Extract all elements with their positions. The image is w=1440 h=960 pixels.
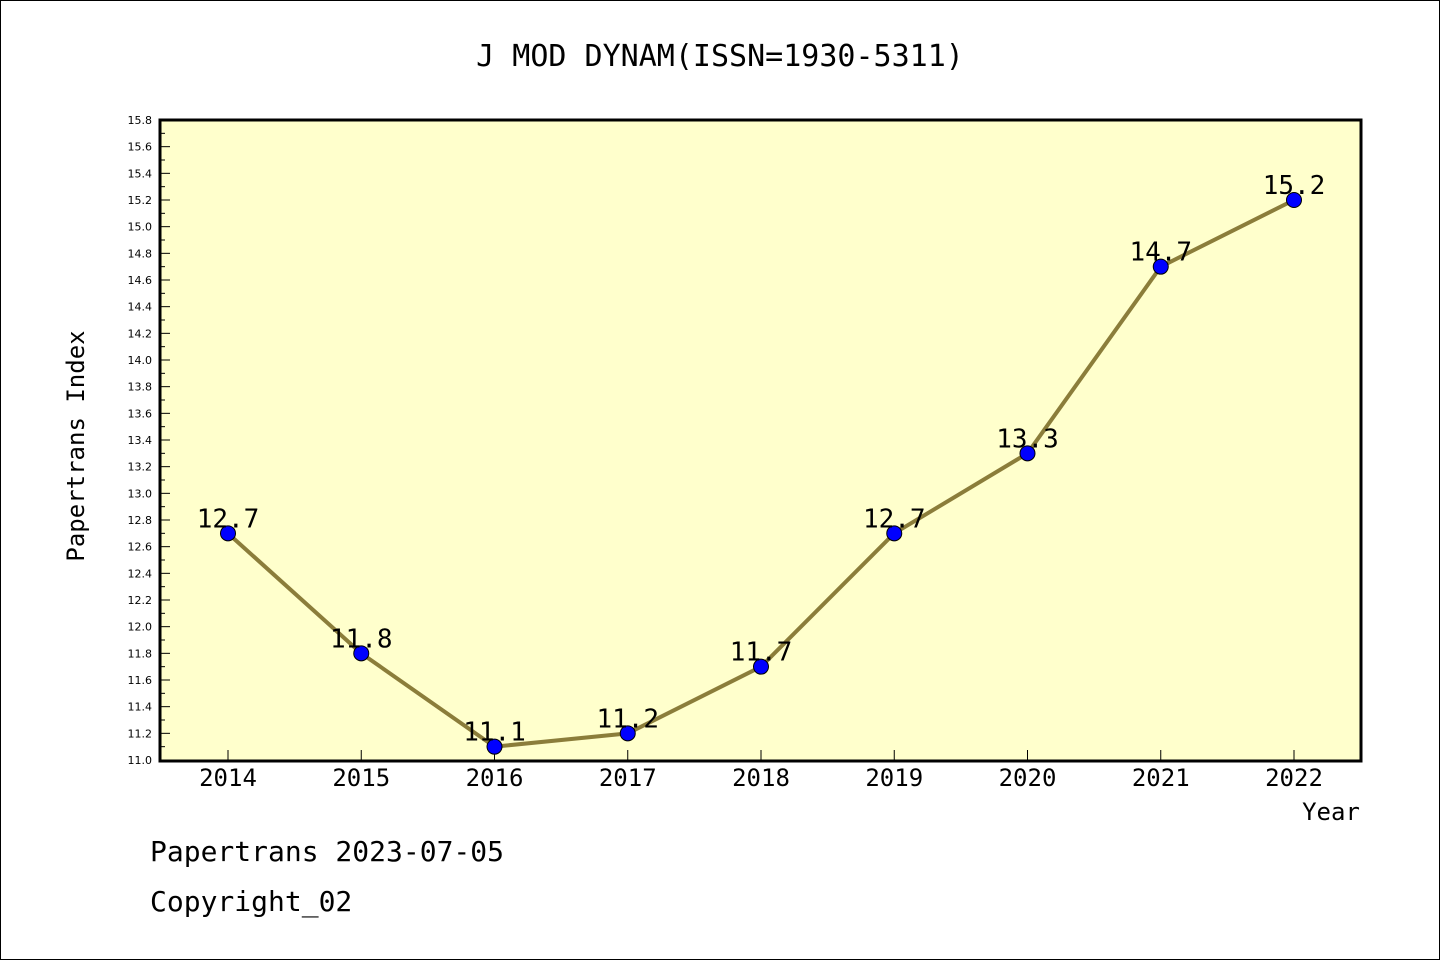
y-tick-label: 11.0 [128,754,153,767]
y-tick-label: 13.2 [128,461,153,474]
data-label: 12.7 [863,504,926,534]
data-point [220,525,236,542]
data-label: 13.3 [996,424,1059,454]
y-tick-label: 14.0 [128,354,153,367]
y-tick-label: 12.4 [128,567,153,580]
data-label: 11.2 [596,704,659,734]
x-tick-label: 2018 [732,764,790,792]
data-label: 11.8 [330,624,393,654]
data-label: 11.1 [463,718,526,748]
x-tick-label: 2021 [1132,764,1190,792]
data-point [1152,258,1169,275]
y-tick-label: 14.6 [128,274,153,287]
x-tick-label: 2020 [999,764,1057,792]
data-point [886,525,903,542]
y-tick-label: 13.0 [128,487,153,500]
x-tick-label: 2016 [466,764,524,792]
y-tick-label: 15.2 [128,194,153,207]
data-point [753,658,769,675]
x-tick-label: 2017 [599,764,657,792]
data-point [619,725,636,742]
data-label: 15.2 [1263,171,1326,201]
y-tick-label: 11.8 [128,647,153,660]
data-point [353,645,370,662]
y-tick-label: 12.6 [128,541,153,554]
y-tick-label: 14.2 [128,327,153,340]
x-axis: 2014 2015 2016 2017 2018 2019 2020 2021 2022 [199,750,1323,792]
data-point [486,738,503,755]
y-tick-label: 15.8 [128,114,153,127]
data-label: 11.7 [730,638,793,668]
footer-date: Papertrans 2023-07-05 [150,835,505,868]
data-label: 14.7 [1129,238,1192,268]
y-tick-label: 13.6 [128,407,153,420]
y-tick-label: 12.8 [128,514,153,527]
x-tick-label: 2014 [199,764,257,792]
data-point [1019,445,1036,462]
y-tick-label: 15.6 [128,141,153,154]
y-tick-label: 11.4 [128,701,153,714]
x-axis-label: Year [1302,798,1360,826]
y-tick-label: 11.6 [128,674,153,687]
y-tick-label: 13.4 [128,434,153,447]
x-tick-label: 2019 [865,764,923,792]
y-tick-label: 12.2 [128,594,153,607]
y-tick-label: 15.4 [128,167,153,180]
chart-title: J MOD DYNAM(ISSN=1930-5311) [476,39,964,74]
y-axis: 11.0 11.2 11.4 11.6 11.8 12.0 12.2 12.4 12.6 12.8… [128,114,170,767]
data-label: 12.7 [197,504,260,534]
y-tick-label: 15.0 [128,221,153,234]
series-layer: 12.7 11.8 11.1 11.2 11.7 12.7 13.3 14.7 15.2 [197,171,1326,755]
y-axis-label: Papertrans Index [62,330,90,561]
data-point [1286,192,1302,208]
y-tick-label: 14.8 [128,247,153,260]
y-tick-label: 14.4 [128,301,153,314]
footer-copyright: Copyright_02 [150,885,353,918]
x-tick-label: 2022 [1265,764,1323,792]
x-tick-label: 2015 [332,764,390,792]
y-tick-label: 13.8 [128,381,153,394]
y-tick-label: 11.2 [128,727,153,740]
y-tick-label: 12.0 [128,621,153,634]
